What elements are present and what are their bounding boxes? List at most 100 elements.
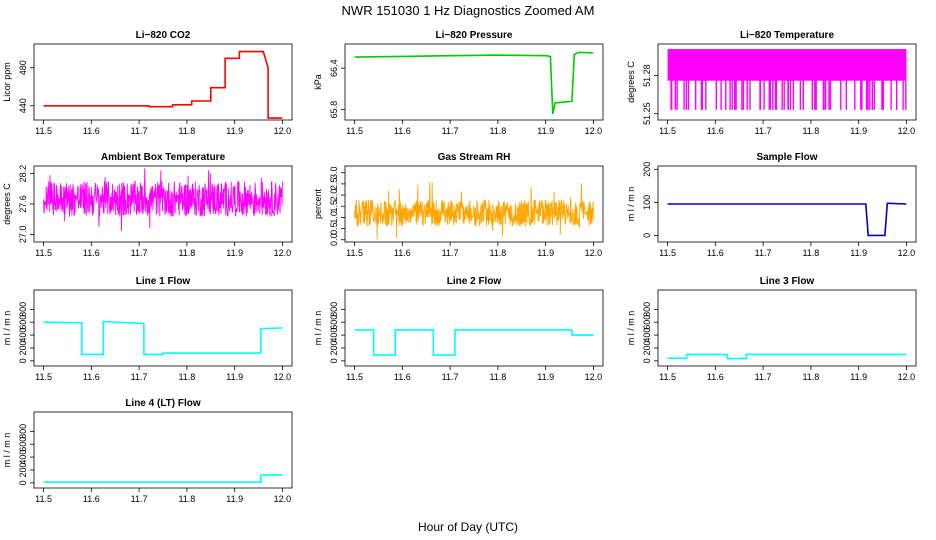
data-series-line	[354, 329, 594, 356]
y-axis-label: percent	[313, 188, 323, 219]
y-tick-label: 800	[18, 302, 28, 317]
data-series-line	[43, 320, 283, 356]
x-tick-label: 11.7	[131, 126, 148, 136]
panel-title: Line 1 Flow	[136, 276, 191, 287]
data-series-band	[667, 49, 907, 81]
panel-title: Li−820 Pressure	[436, 30, 513, 41]
y-tick-label: 27.0	[18, 226, 28, 244]
x-tick-label: 11.9	[850, 372, 867, 382]
x-tick-label: 11.6	[707, 248, 724, 258]
x-tick-label: 11.7	[442, 372, 459, 382]
figure-title: NWR 151030 1 Hz Diagnostics Zoomed AM	[342, 3, 595, 18]
x-tick-label: 11.5	[346, 372, 363, 382]
y-axis-label: m l / m n	[626, 187, 636, 222]
y-tick-label: 600	[642, 315, 652, 330]
y-tick-label: 200	[642, 162, 652, 177]
x-tick-label: 12.0	[898, 372, 916, 382]
x-tick-label: 11.6	[83, 126, 100, 136]
x-tick-label: 11.9	[226, 494, 243, 504]
plot-frame	[344, 289, 604, 367]
figure-x-axis-label: Hour of Day (UTC)	[418, 520, 518, 534]
y-tick-label: 1.5	[329, 200, 339, 213]
y-tick-label: 2.5	[329, 178, 339, 191]
y-tick-label: 0	[642, 233, 652, 238]
y-tick-label: 800	[642, 302, 652, 317]
x-tick-label: 12.0	[898, 126, 916, 136]
x-tick-label: 11.9	[850, 126, 867, 136]
x-tick-label: 11.6	[394, 126, 411, 136]
x-tick-label: 11.6	[707, 126, 724, 136]
chart-panel-3: Li−820 Temperature degrees C 11.5 11.6 11.7 1…	[626, 30, 917, 136]
data-series-line	[354, 51, 594, 114]
data-series-line	[667, 202, 907, 237]
x-tick-label: 11.9	[226, 248, 243, 258]
y-tick-label: 0.5	[329, 222, 339, 235]
x-tick-label: 11.6	[707, 372, 724, 382]
y-tick-label: 0	[329, 358, 339, 363]
x-tick-label: 11.8	[802, 126, 819, 136]
y-tick-label: 0	[18, 480, 28, 485]
y-tick-label: 28.2	[18, 165, 28, 183]
x-tick-label: 11.5	[35, 248, 52, 258]
y-tick-label: 400	[642, 328, 652, 343]
chart-panel-4: Ambient Box Temperature degrees C 11.5 11.6…	[2, 152, 293, 258]
y-axis-label: degrees C	[2, 183, 12, 225]
y-tick-label: 200	[18, 462, 28, 477]
x-tick-label: 11.8	[178, 494, 195, 504]
plot-frame	[33, 411, 293, 489]
x-tick-label: 11.8	[178, 248, 195, 258]
y-tick-label: 800	[329, 302, 339, 317]
chart-panel-8: Line 2 Flow m l / m n 11.5 11.6 11.7 11.8 11.9…	[313, 276, 604, 382]
y-tick-label: 1.0	[329, 211, 339, 224]
chart-panel-10: Line 4 (LT) Flow m l / m n 11.5 11.6 11.7 11.…	[2, 398, 293, 504]
y-axis-label: m l / m n	[2, 311, 12, 346]
x-tick-label: 11.6	[394, 372, 411, 382]
y-tick-label: 0	[642, 358, 652, 363]
x-tick-label: 11.5	[35, 126, 52, 136]
y-tick-label: 440	[18, 98, 28, 113]
y-axis-label: Licor ppm	[2, 62, 12, 102]
x-tick-label: 11.5	[35, 494, 52, 504]
x-tick-label: 11.7	[442, 126, 459, 136]
y-tick-label: 600	[18, 315, 28, 330]
plot-frame	[657, 165, 917, 243]
y-tick-label: 65.8	[329, 101, 339, 119]
x-tick-label: 11.9	[537, 126, 554, 136]
y-tick-label: 0.0	[329, 234, 339, 247]
x-tick-label: 11.8	[802, 248, 819, 258]
x-tick-label: 11.8	[489, 126, 506, 136]
chart-panel-2: Li−820 Pressure kPa 11.5 11.6 11.7 11.8 11.9 12…	[313, 30, 604, 136]
y-tick-label: 400	[18, 450, 28, 465]
y-tick-label: 51.25	[642, 102, 652, 125]
chart-panel-7: Line 1 Flow m l / m n 11.5 11.6 11.7 11.8 11.9…	[2, 276, 293, 382]
x-tick-label: 12.0	[585, 248, 603, 258]
x-tick-label: 11.9	[226, 126, 243, 136]
panel-title: Ambient Box Temperature	[101, 152, 226, 163]
x-tick-label: 11.6	[394, 248, 411, 258]
x-tick-label: 11.7	[131, 494, 148, 504]
panel-title: Sample Flow	[756, 152, 817, 163]
panel-title: Li−820 CO2	[136, 30, 191, 41]
panel-title: Li−820 Temperature	[740, 30, 834, 41]
y-tick-label: 200	[642, 340, 652, 355]
x-tick-label: 11.9	[226, 372, 243, 382]
x-tick-label: 11.7	[131, 248, 148, 258]
x-tick-label: 12.0	[274, 248, 292, 258]
y-tick-label: 3.0	[329, 166, 339, 179]
y-tick-label: 2.0	[329, 189, 339, 202]
y-tick-label: 51.28	[642, 64, 652, 87]
x-tick-label: 12.0	[274, 126, 292, 136]
data-series-line	[43, 168, 283, 232]
y-axis-label: m l / m n	[313, 311, 323, 346]
x-tick-label: 11.8	[178, 372, 195, 382]
y-tick-label: 600	[18, 437, 28, 452]
x-tick-label: 11.8	[802, 372, 819, 382]
data-series-line	[43, 474, 283, 483]
data-series-line	[667, 353, 907, 360]
x-tick-label: 11.7	[442, 248, 459, 258]
chart-panel-9: Line 3 Flow m l / m n 11.5 11.6 11.7 11.8 11.9…	[626, 276, 917, 382]
x-tick-label: 11.9	[850, 248, 867, 258]
data-series-line	[43, 50, 283, 119]
x-tick-label: 12.0	[585, 372, 603, 382]
